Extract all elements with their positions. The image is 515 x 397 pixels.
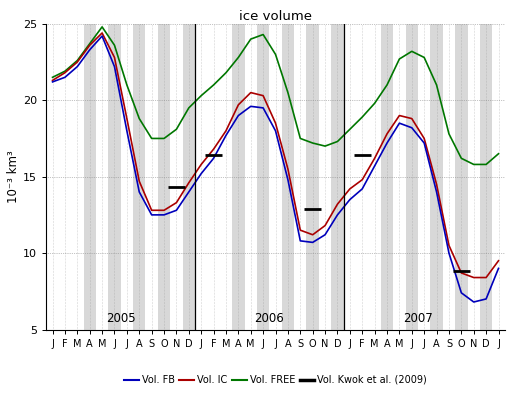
Bar	[431, 24, 443, 330]
Bar	[331, 24, 344, 330]
Bar	[158, 24, 170, 330]
Bar	[183, 24, 195, 330]
Bar	[133, 24, 145, 330]
Bar	[257, 24, 269, 330]
Legend: Vol. FB, Vol. IC, Vol. FREE, Vol. Kwok et al. (2009): Vol. FB, Vol. IC, Vol. FREE, Vol. Kwok e…	[120, 371, 431, 389]
Title: ice volume: ice volume	[239, 10, 312, 23]
Bar	[232, 24, 245, 330]
Text: 2006: 2006	[254, 312, 284, 325]
Bar	[282, 24, 294, 330]
Text: 2005: 2005	[106, 312, 135, 325]
Bar	[406, 24, 418, 330]
Bar	[83, 24, 96, 330]
Bar	[306, 24, 319, 330]
Y-axis label: 10⁻³ km³: 10⁻³ km³	[7, 150, 21, 203]
Text: 2007: 2007	[403, 312, 433, 325]
Bar	[455, 24, 468, 330]
Bar	[108, 24, 121, 330]
Bar	[381, 24, 393, 330]
Bar	[480, 24, 492, 330]
